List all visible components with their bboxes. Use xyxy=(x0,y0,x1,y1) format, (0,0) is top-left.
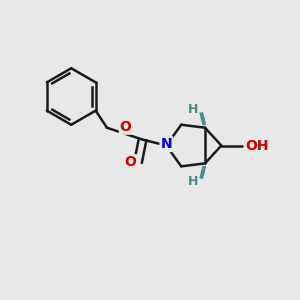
Text: OH: OH xyxy=(246,139,269,152)
Text: O: O xyxy=(119,120,131,134)
Text: H: H xyxy=(188,103,198,116)
Text: H: H xyxy=(188,175,198,188)
Text: N: N xyxy=(160,137,172,151)
Text: O: O xyxy=(125,155,136,169)
